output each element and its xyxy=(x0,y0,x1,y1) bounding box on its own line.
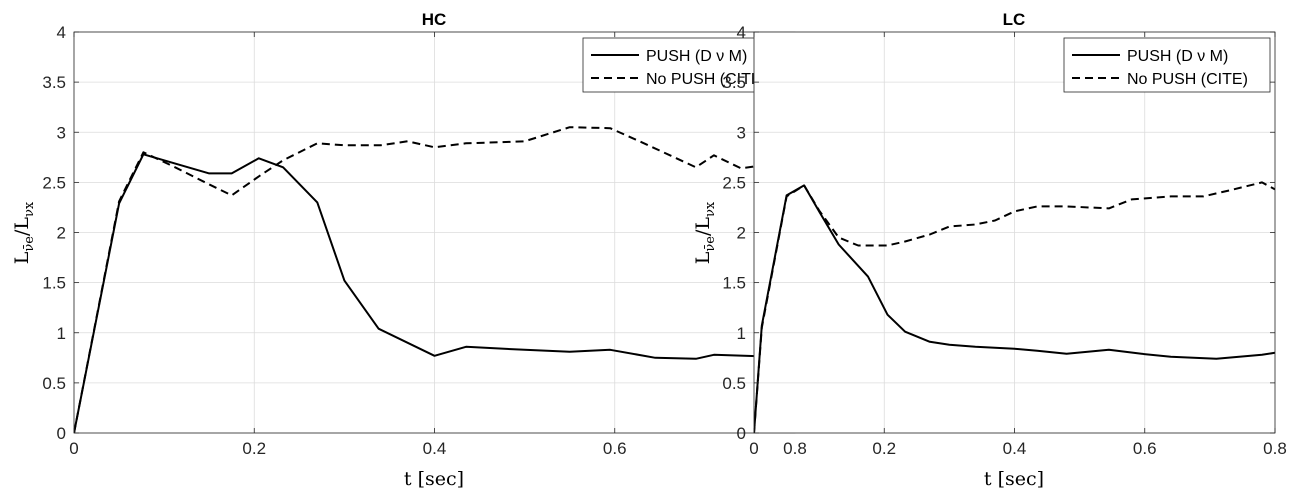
y-tick-label: 0.5 xyxy=(42,374,66,393)
y-tick-label: 1 xyxy=(737,324,746,343)
y-tick-label: 3 xyxy=(737,123,746,142)
chart-title: LC xyxy=(1003,10,1026,29)
y-tick-label: 2.5 xyxy=(722,173,746,192)
y-tick-label: 1.5 xyxy=(722,274,746,293)
x-tick-label: 0.4 xyxy=(423,439,447,458)
y-tick-label: 3.5 xyxy=(42,73,66,92)
legend-label-push: PUSH (D ν M) xyxy=(646,48,747,65)
x-axis-label: t [sec] xyxy=(984,468,1044,490)
y-tick-label: 1 xyxy=(57,324,66,343)
y-axis-label: Lν̄e/Lνx xyxy=(11,201,37,264)
y-tick-label: 1.5 xyxy=(42,274,66,293)
y-tick-label: 0 xyxy=(737,424,746,443)
series-line-no-push xyxy=(754,181,1275,433)
x-tick-label: 0.6 xyxy=(603,439,627,458)
legend: PUSH (D ν M) No PUSH (CITE) xyxy=(1063,37,1271,93)
x-tick-label: 0.8 xyxy=(783,439,807,458)
chart-panel-lc: 0 0.2 0.4 0.6 0.8 0 0.5 1 1.5 2 2.5 3 3.5 4 LC t [sec… xyxy=(692,10,1287,490)
y-tick-label: 0 xyxy=(57,424,66,443)
y-tick-label: 3 xyxy=(57,123,66,142)
y-tick-label: 4 xyxy=(57,23,66,42)
series-line-push xyxy=(74,153,795,433)
x-tick-label: 0 xyxy=(69,439,78,458)
legend-label-no-push: No PUSH (CITE) xyxy=(646,71,767,88)
chart-title: HC xyxy=(422,10,447,29)
series-line-push xyxy=(754,184,1275,433)
tick-labels: 0 0.2 0.4 0.6 0.8 0 0.5 1 1.5 2 2.5 3 3.5 4 xyxy=(42,23,806,458)
x-tick-label: 0.6 xyxy=(1133,439,1157,458)
y-axis-label: Lν̄e/Lνx xyxy=(692,201,718,264)
chart-panel-hc: 0 0.2 0.4 0.6 0.8 0 0.5 1 1.5 2 2.5 3 3.5 4 HC t [sec… xyxy=(11,10,807,490)
legend-box xyxy=(1063,37,1271,93)
series-layer xyxy=(74,126,795,433)
y-tick-label: 2 xyxy=(57,224,66,243)
tick-labels: 0 0.2 0.4 0.6 0.8 0 0.5 1 1.5 2 2.5 3 3.5 4 xyxy=(722,23,1286,458)
x-tick-label: 0.4 xyxy=(1003,439,1027,458)
y-tick-label: 3.5 xyxy=(722,73,746,92)
x-tick-label: 0.8 xyxy=(1263,439,1287,458)
series-line-no-push xyxy=(74,126,795,433)
x-tick-label: 0.2 xyxy=(242,439,266,458)
y-tick-label: 0.5 xyxy=(722,374,746,393)
legend-label-push: PUSH (D ν M) xyxy=(1127,48,1228,65)
x-tick-label: 0.2 xyxy=(872,439,896,458)
series-layer xyxy=(754,181,1275,433)
x-tick-label: 0 xyxy=(749,439,758,458)
y-tick-label: 4 xyxy=(737,23,746,42)
tick-marks xyxy=(753,31,1276,434)
y-tick-label: 2 xyxy=(737,224,746,243)
y-tick-label: 2.5 xyxy=(42,173,66,192)
legend-label-no-push: No PUSH (CITE) xyxy=(1127,71,1248,88)
x-axis-label: t [sec] xyxy=(404,468,464,490)
